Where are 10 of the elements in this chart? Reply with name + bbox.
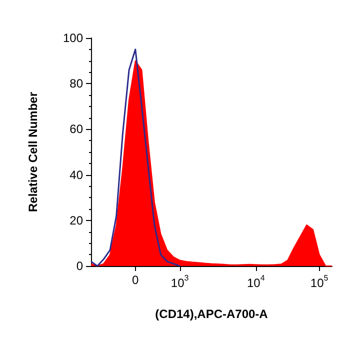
y-tick-label: 0 xyxy=(76,259,84,273)
line-series xyxy=(90,48,181,267)
x-tick-label: 0 xyxy=(132,273,140,287)
y-tick-label: 100 xyxy=(62,31,84,45)
y-tick-label: 40 xyxy=(70,168,84,182)
x-axis-title: (CD14),APC-A700-A xyxy=(155,307,268,321)
y-axis-title: Relative Cell Number xyxy=(26,92,40,212)
y-tick-label: 20 xyxy=(70,213,84,228)
y-tick-label: 80 xyxy=(70,76,84,91)
y-tick-label: 60 xyxy=(70,122,84,136)
